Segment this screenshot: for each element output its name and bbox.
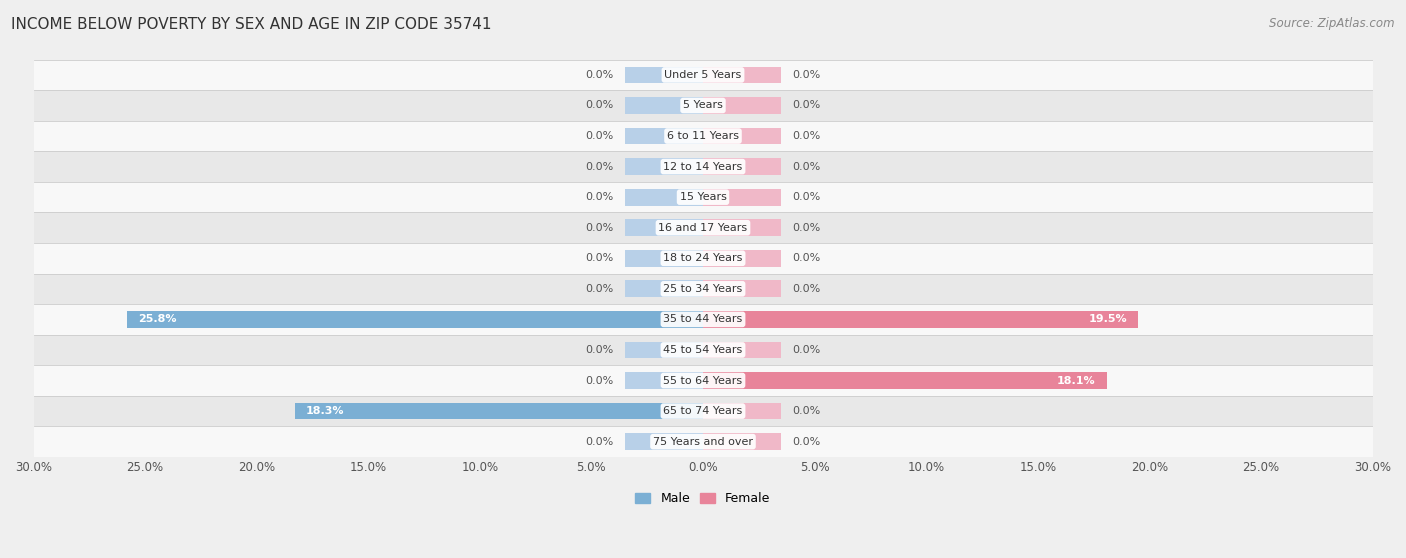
Text: 35 to 44 Years: 35 to 44 Years xyxy=(664,314,742,324)
Text: 25.8%: 25.8% xyxy=(138,314,177,324)
Bar xyxy=(34,273,1372,304)
Text: 0.0%: 0.0% xyxy=(585,284,614,294)
Text: 0.0%: 0.0% xyxy=(792,162,821,172)
Text: Under 5 Years: Under 5 Years xyxy=(665,70,741,80)
Text: 0.0%: 0.0% xyxy=(585,70,614,80)
Text: 0.0%: 0.0% xyxy=(792,100,821,110)
Bar xyxy=(624,189,703,205)
Text: 0.0%: 0.0% xyxy=(792,436,821,446)
Bar xyxy=(703,66,782,83)
Bar xyxy=(703,281,782,297)
Bar xyxy=(34,213,1372,243)
Bar xyxy=(127,311,703,328)
Bar xyxy=(703,97,782,114)
Bar xyxy=(34,243,1372,273)
Text: 0.0%: 0.0% xyxy=(585,192,614,202)
Bar xyxy=(295,403,703,420)
Text: 19.5%: 19.5% xyxy=(1088,314,1128,324)
Text: 18.3%: 18.3% xyxy=(305,406,344,416)
Bar xyxy=(624,219,703,236)
Legend: Male, Female: Male, Female xyxy=(630,487,776,510)
Bar xyxy=(703,372,1107,389)
Text: 16 and 17 Years: 16 and 17 Years xyxy=(658,223,748,233)
Bar xyxy=(624,372,703,389)
Bar xyxy=(703,189,782,205)
Bar xyxy=(34,304,1372,335)
Text: 0.0%: 0.0% xyxy=(585,376,614,386)
Bar xyxy=(624,97,703,114)
Text: 12 to 14 Years: 12 to 14 Years xyxy=(664,162,742,172)
Bar xyxy=(703,403,782,420)
Text: 0.0%: 0.0% xyxy=(585,223,614,233)
Text: 0.0%: 0.0% xyxy=(792,192,821,202)
Bar xyxy=(624,433,703,450)
Bar xyxy=(34,90,1372,121)
Text: 5 Years: 5 Years xyxy=(683,100,723,110)
Bar xyxy=(624,281,703,297)
Bar xyxy=(703,128,782,145)
Bar xyxy=(703,158,782,175)
Text: 0.0%: 0.0% xyxy=(792,406,821,416)
Bar xyxy=(624,128,703,145)
Text: 65 to 74 Years: 65 to 74 Years xyxy=(664,406,742,416)
Text: 55 to 64 Years: 55 to 64 Years xyxy=(664,376,742,386)
Bar xyxy=(624,341,703,358)
Text: 18.1%: 18.1% xyxy=(1057,376,1095,386)
Text: 25 to 34 Years: 25 to 34 Years xyxy=(664,284,742,294)
Text: 0.0%: 0.0% xyxy=(585,253,614,263)
Text: 15 Years: 15 Years xyxy=(679,192,727,202)
Text: 0.0%: 0.0% xyxy=(585,436,614,446)
Bar xyxy=(34,365,1372,396)
Bar xyxy=(703,433,782,450)
Bar xyxy=(703,341,782,358)
Bar xyxy=(624,250,703,267)
Text: 0.0%: 0.0% xyxy=(792,284,821,294)
Text: 45 to 54 Years: 45 to 54 Years xyxy=(664,345,742,355)
Bar xyxy=(624,158,703,175)
Bar xyxy=(703,311,1139,328)
Text: 18 to 24 Years: 18 to 24 Years xyxy=(664,253,742,263)
Text: 0.0%: 0.0% xyxy=(792,253,821,263)
Bar xyxy=(703,250,782,267)
Bar xyxy=(34,396,1372,426)
Bar xyxy=(34,121,1372,151)
Text: 75 Years and over: 75 Years and over xyxy=(652,436,754,446)
Text: 0.0%: 0.0% xyxy=(585,162,614,172)
Bar xyxy=(34,60,1372,90)
Bar xyxy=(34,335,1372,365)
Bar xyxy=(703,219,782,236)
Bar xyxy=(624,66,703,83)
Text: 0.0%: 0.0% xyxy=(585,131,614,141)
Text: 0.0%: 0.0% xyxy=(792,131,821,141)
Text: Source: ZipAtlas.com: Source: ZipAtlas.com xyxy=(1270,17,1395,30)
Text: 0.0%: 0.0% xyxy=(792,345,821,355)
Bar xyxy=(34,182,1372,213)
Text: INCOME BELOW POVERTY BY SEX AND AGE IN ZIP CODE 35741: INCOME BELOW POVERTY BY SEX AND AGE IN Z… xyxy=(11,17,492,32)
Text: 0.0%: 0.0% xyxy=(792,223,821,233)
Bar xyxy=(34,426,1372,457)
Text: 6 to 11 Years: 6 to 11 Years xyxy=(666,131,740,141)
Text: 0.0%: 0.0% xyxy=(585,345,614,355)
Text: 0.0%: 0.0% xyxy=(792,70,821,80)
Text: 0.0%: 0.0% xyxy=(585,100,614,110)
Bar xyxy=(34,151,1372,182)
